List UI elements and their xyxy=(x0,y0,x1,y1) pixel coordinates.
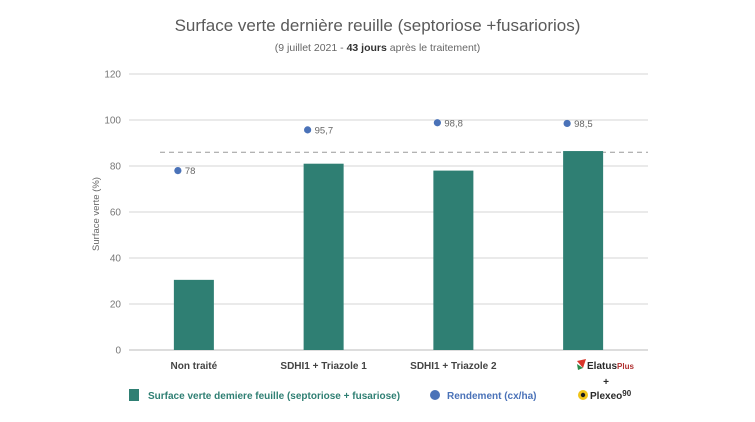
svg-text:Plexeo90: Plexeo90 xyxy=(590,389,632,402)
y-tick-label: 20 xyxy=(110,300,122,311)
legend: Surface verte demiere feuille (septorios… xyxy=(129,389,536,402)
y-tick-label: 80 xyxy=(110,162,122,173)
yield-point xyxy=(304,126,312,134)
logo-line1: Elatus xyxy=(587,361,617,372)
yield-data-label: 78 xyxy=(185,166,196,177)
legend-dot-label: Rendement (cx/ha) xyxy=(447,391,536,402)
yield-point xyxy=(174,167,182,175)
logo-line2: Plexeo xyxy=(590,391,622,402)
y-tick-label: 120 xyxy=(104,70,121,81)
logo-line2-suffix: 90 xyxy=(622,389,631,398)
x-category-label: SDHI1 + Triazole 1 xyxy=(280,361,367,372)
bar xyxy=(303,163,344,350)
yield-data-label: 95,7 xyxy=(315,125,334,136)
x-category-labels: Non traité SDHI1 + Triazole 1 SDHI1 + Tria… xyxy=(171,361,497,372)
legend-bar-swatch xyxy=(129,389,139,401)
yield-point xyxy=(433,119,441,127)
subtitle-bold: 43 jours xyxy=(346,42,387,54)
product-logo: ElatusPlus + Plexeo90 xyxy=(577,359,634,402)
legend-bar-label: Surface verte demiere feuille (septorios… xyxy=(148,391,400,402)
y-tick-label: 100 xyxy=(104,116,121,127)
logo-plus: + xyxy=(603,377,609,388)
bar xyxy=(563,151,604,350)
plexeo-logo-icon xyxy=(578,390,588,400)
bar xyxy=(173,279,214,350)
svg-text:ElatusPlus: ElatusPlus xyxy=(587,361,634,372)
elatus-logo-icon xyxy=(577,359,586,370)
subtitle-post: après le traitement) xyxy=(389,42,481,54)
subtitle-pre: (9 juillet 2021 - xyxy=(274,42,344,54)
bars xyxy=(173,151,604,350)
legend-dot-swatch xyxy=(430,390,440,400)
yield-data-label: 98,5 xyxy=(574,119,593,130)
logo-line1-suffix: Plus xyxy=(617,362,634,371)
chart-subtitle: (9 juillet 2021 - 43 jours après le trai… xyxy=(0,42,755,54)
grid-lines xyxy=(129,73,648,351)
y-axis-label: Surface verte (%) xyxy=(91,177,102,251)
yield-markers: 78 95,7 98,8 98,5 xyxy=(174,118,593,177)
chart-title: Surface verte dernière reuille (septorio… xyxy=(174,16,581,35)
y-tick-labels: 0 20 40 60 80 100 120 xyxy=(104,70,121,357)
x-category-label: Non traité xyxy=(171,361,218,372)
y-tick-label: 40 xyxy=(110,254,122,265)
yield-data-label: 98,8 xyxy=(444,118,463,129)
yield-point xyxy=(563,119,571,128)
y-tick-label: 0 xyxy=(115,346,121,357)
bar xyxy=(433,170,474,350)
x-category-label: SDHI1 + Triazole 2 xyxy=(410,361,497,372)
y-tick-label: 60 xyxy=(110,208,122,219)
